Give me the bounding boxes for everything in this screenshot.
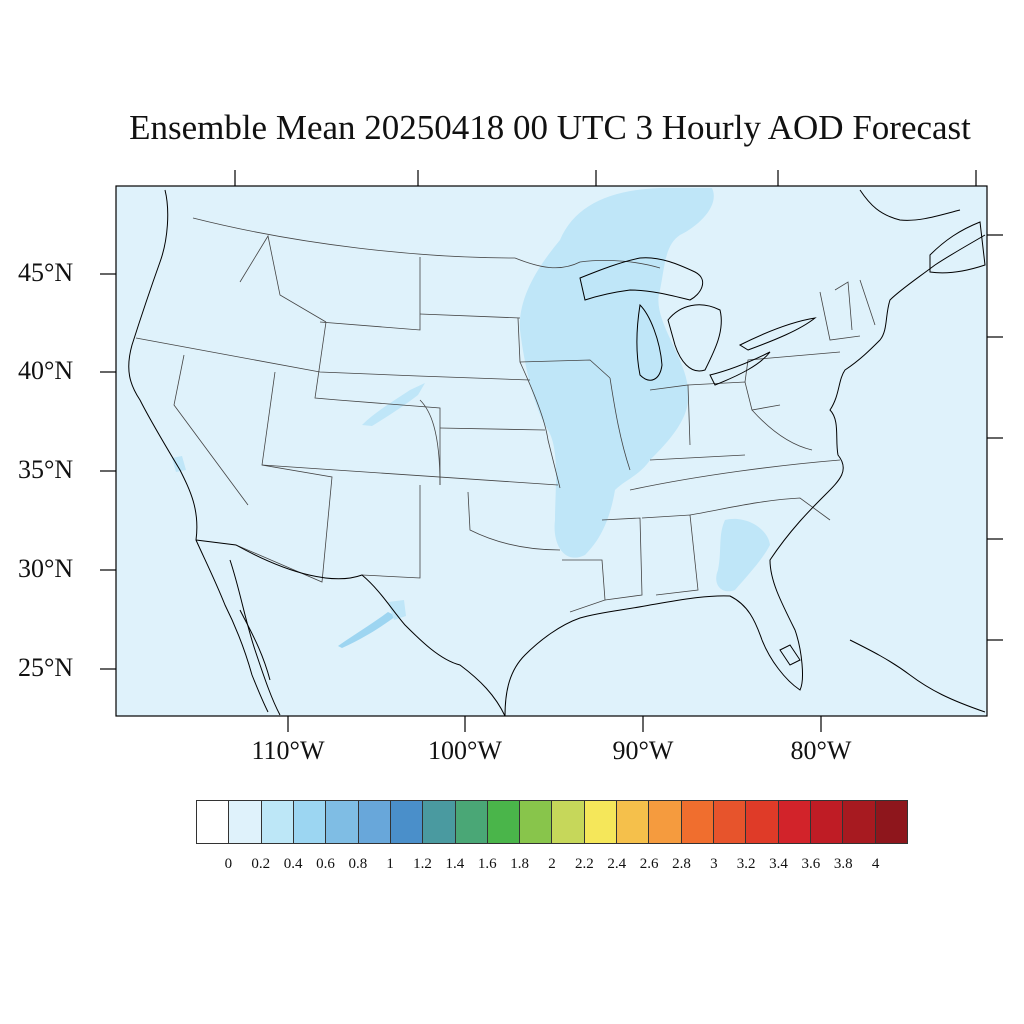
colorbar-swatch (326, 801, 359, 843)
colorbar-tick-label: 3 (710, 856, 718, 872)
plume-texas-blob (388, 600, 406, 620)
colorbar-tick-label: 4 (871, 856, 880, 872)
left-ticks (100, 273, 116, 670)
top-ticks (234, 170, 977, 186)
lat-label-40n: 40°N (18, 356, 74, 385)
colorbar-swatch (293, 801, 327, 843)
colorbar-swatch (455, 801, 488, 843)
lat-label-45n: 45°N (18, 258, 74, 287)
colorbar-tick-label: 3.6 (801, 856, 821, 872)
colorbar-tick-label: 3.2 (736, 856, 756, 872)
colorbar-tick-label: 1 (386, 856, 394, 872)
lon-label-100w: 100°W (428, 736, 502, 765)
colorbar-tick-label: 2.6 (639, 856, 659, 872)
coastlines (128, 189, 986, 717)
colorbar-tick-label: 2 (548, 856, 556, 872)
colorbar-swatch (810, 801, 844, 843)
colorbar-tick-label: 0 (224, 856, 233, 872)
lon-label-110w: 110°W (251, 736, 325, 765)
colorbar-swatch (649, 801, 682, 843)
colorbar-swatch (197, 801, 230, 843)
colorbar-swatch (875, 801, 907, 843)
colorbar-swatch (584, 801, 618, 843)
colorbar-tick-label: 1.8 (510, 856, 529, 872)
colorbar-tick-label: 1.2 (413, 856, 432, 872)
colorbar-tick-label: 1.4 (445, 856, 465, 872)
colorbar-swatch (520, 801, 553, 843)
colorbar-swatch (390, 801, 424, 843)
colorbar-swatch (358, 801, 391, 843)
colorbar-swatch (229, 801, 262, 843)
colorbar (196, 800, 908, 844)
colorbar-tick-label: 0.8 (348, 856, 368, 872)
colorbar-tick-label: 1.6 (477, 856, 497, 872)
colorbar-tick-label: 2.4 (607, 856, 627, 872)
colorbar-tick-label: 0.4 (283, 856, 303, 872)
colorbar-swatch (681, 801, 714, 843)
lat-label-30n: 30°N (18, 554, 74, 583)
colorbar-swatch (843, 801, 876, 843)
colorbar-tick-label: 3.4 (769, 856, 788, 872)
colorbar-swatch (423, 801, 456, 843)
bottom-ticks (287, 716, 822, 732)
lon-label-90w: 90°W (612, 736, 674, 765)
right-ticks (987, 234, 1003, 641)
colorbar-tick-label: 2.8 (672, 856, 691, 872)
state-boundaries (135, 217, 876, 613)
plume-midwest (519, 188, 714, 558)
plume-texas-streak (338, 612, 396, 648)
colorbar-swatch (261, 801, 294, 843)
colorbar-tick-label: 0.2 (251, 856, 271, 872)
lat-label-25n: 25°N (18, 653, 74, 682)
plot-title: Ensemble Mean 20250418 00 UTC 3 Hourly A… (129, 108, 971, 147)
colorbar-swatch (552, 801, 585, 843)
lat-label-35n: 35°N (18, 455, 74, 484)
colorbar-tick-label: 0.6 (316, 856, 335, 872)
colorbar-swatch (778, 801, 811, 843)
plume-southeast (716, 518, 770, 592)
colorbar-swatch (746, 801, 779, 843)
colorbar-tick-label: 2.2 (574, 856, 594, 872)
colorbar-swatch (714, 801, 747, 843)
colorbar-tick-label: 3.8 (833, 856, 853, 872)
colorbar-swatch (487, 801, 521, 843)
plume-nevada (172, 456, 186, 472)
colorbar-swatch (617, 801, 650, 843)
lon-label-80w: 80°W (790, 736, 852, 765)
